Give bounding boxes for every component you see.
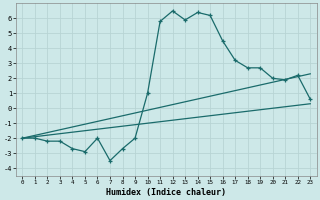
X-axis label: Humidex (Indice chaleur): Humidex (Indice chaleur) [106,188,226,197]
